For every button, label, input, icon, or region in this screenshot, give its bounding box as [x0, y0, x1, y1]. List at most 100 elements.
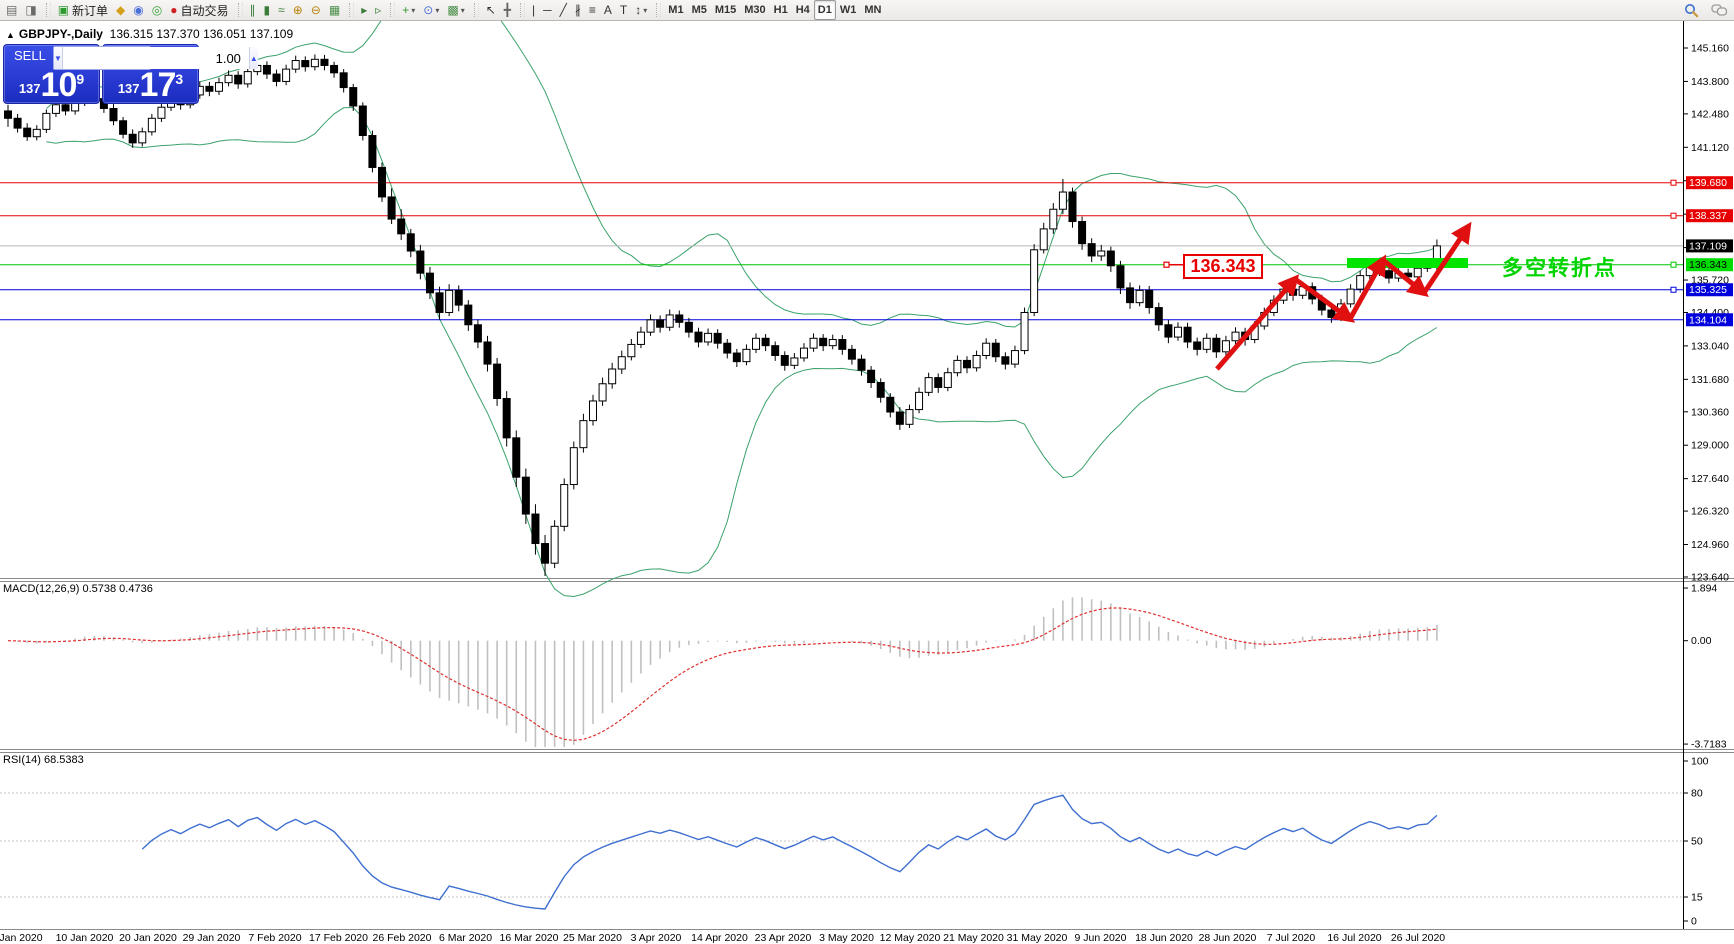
- level-lines: [0, 179, 1683, 321]
- timeframe-d1-label: D1: [817, 4, 832, 16]
- autotrading-button-label: 自动交易: [180, 3, 229, 18]
- trendline-icon[interactable]: ╱: [556, 0, 571, 20]
- periods-button[interactable]: ⊙ ▾: [419, 0, 443, 20]
- terminal-icon[interactable]: ◉: [129, 0, 147, 20]
- chat-icon[interactable]: [1710, 1, 1728, 19]
- tile-windows-icon[interactable]: ▦: [325, 0, 344, 20]
- timeframe-d1[interactable]: D1: [813, 0, 836, 20]
- line-chart-icon-glyph: ≈: [278, 3, 285, 17]
- chart-shift-icon[interactable]: ▹: [371, 0, 385, 20]
- terminal-icon-glyph: ◉: [133, 3, 144, 17]
- symbol-period-label: GBPJPY-,Daily: [18, 27, 103, 41]
- trendline-icon-glyph: ╱: [559, 3, 567, 17]
- svg-text:123.640: 123.640: [1691, 571, 1729, 583]
- svg-text:126.320: 126.320: [1691, 506, 1729, 518]
- timeframe-mn[interactable]: MN: [860, 0, 885, 20]
- cursor-icon[interactable]: ↖: [482, 0, 500, 20]
- market-watch-icon-glyph: ◆: [116, 3, 126, 17]
- annotation-text[interactable]: 多空转折点: [1502, 257, 1617, 280]
- toolbar-group: M1 M5 M15 M30 H1 H4 D1 W1 MN: [653, 0, 887, 20]
- zoom-in-button[interactable]: ⊕: [289, 0, 307, 20]
- svg-text:29 Jan 2020: 29 Jan 2020: [183, 932, 241, 944]
- collapse-panel-icon[interactable]: ▲: [6, 30, 15, 40]
- arrows-icon[interactable]: ↕ ▾: [631, 0, 651, 20]
- bar-chart-icon[interactable]: ∥: [246, 0, 260, 20]
- candlestick-chart-icon[interactable]: ▮: [260, 0, 275, 20]
- bollinger-bands: [46, 21, 1438, 598]
- volume-input[interactable]: [62, 47, 249, 69]
- bar-chart-icon-glyph: ∥: [249, 3, 256, 17]
- chevron-down-icon: ▾: [411, 5, 416, 15]
- equidistant-channel-icon-glyph: ∦: [574, 3, 581, 17]
- svg-text:6 Mar 2020: 6 Mar 2020: [439, 932, 492, 944]
- timeframe-w1-label: W1: [839, 4, 857, 16]
- price-callout[interactable]: 136.343: [1183, 254, 1263, 279]
- crosshair-icon-glyph: ╋: [503, 3, 512, 17]
- trend-arrow[interactable]: [1347, 254, 1387, 321]
- equidistant-channel-icon[interactable]: ∦: [571, 0, 585, 20]
- indicators-button[interactable]: + ▾: [398, 0, 419, 20]
- toolbar-group: ▤ ◨: [0, 0, 43, 20]
- new-order-button[interactable]: ▣ 新订单: [54, 0, 112, 20]
- highlight-bar[interactable]: [1347, 258, 1468, 268]
- svg-text:16 Jul 2020: 16 Jul 2020: [1327, 932, 1381, 944]
- timeframe-m15[interactable]: M15: [711, 0, 740, 20]
- timeframe-m30[interactable]: M30: [740, 0, 769, 20]
- search-icon[interactable]: [1682, 1, 1700, 19]
- new-chart-icon[interactable]: ▤: [2, 0, 21, 20]
- timeframe-h1-label: H1: [773, 4, 788, 16]
- timeframe-m5[interactable]: M5: [688, 0, 711, 20]
- line-chart-icon[interactable]: ≈: [274, 0, 289, 20]
- arrows-icon-glyph: ↕: [635, 3, 642, 17]
- auto-scroll-icon[interactable]: ▸: [357, 0, 371, 20]
- indicator-axes: 1.894 0.00 -3.7183 100 80 50 15 0: [1684, 583, 1727, 928]
- text-icon[interactable]: A: [600, 0, 616, 20]
- trend-arrow[interactable]: [1215, 274, 1300, 371]
- trend-arrow[interactable]: [1293, 276, 1356, 323]
- timeframe-h1[interactable]: H1: [770, 0, 792, 20]
- volume-increase-button[interactable]: ▲: [248, 47, 258, 69]
- svg-text:136.343: 136.343: [1689, 259, 1727, 271]
- profiles-icon[interactable]: ◨: [21, 0, 40, 20]
- trend-arrow[interactable]: [1381, 258, 1429, 297]
- rsi-panel: [0, 792, 1683, 910]
- svg-text:31 May 2020: 31 May 2020: [1007, 932, 1068, 944]
- annotations: [1163, 221, 1472, 371]
- svg-text:14 Apr 2020: 14 Apr 2020: [691, 932, 748, 944]
- candles-layer: [4, 54, 1441, 576]
- autotrading-button[interactable]: ● 自动交易: [166, 0, 232, 20]
- chevron-down-icon: ▾: [643, 5, 648, 15]
- toolbar-group: ∥ ▮ ≈ ⊕ ⊖ ▦: [235, 0, 347, 20]
- fibonacci-icon[interactable]: ≡: [585, 0, 600, 20]
- one-click-trading-panel: SELL 137109 BUY 137173 ▼ ▲: [3, 44, 258, 104]
- candlestick-chart-icon-glyph: ▮: [263, 3, 271, 17]
- timeframe-w1[interactable]: W1: [836, 0, 861, 20]
- svg-text:131.680: 131.680: [1691, 374, 1729, 386]
- timeframe-h4[interactable]: H4: [792, 0, 814, 20]
- timeframe-m1[interactable]: M1: [664, 0, 687, 20]
- templates-button[interactable]: ▩ ▾: [443, 0, 468, 20]
- svg-text:28 Jun 2020: 28 Jun 2020: [1199, 932, 1257, 944]
- svg-text:16 Mar 2020: 16 Mar 2020: [500, 932, 559, 944]
- vertical-line-icon[interactable]: |: [528, 0, 539, 20]
- trend-arrow[interactable]: [1421, 221, 1472, 295]
- date-axis: Jan 2020 10 Jan 2020 20 Jan 2020 29 Jan 202…: [0, 932, 1445, 944]
- chart-canvas[interactable]: 145.160143.800142.480141.120139.760138.4…: [0, 21, 1734, 944]
- svg-text:10 Jan 2020: 10 Jan 2020: [56, 932, 114, 944]
- market-watch-icon[interactable]: ◆: [112, 0, 129, 20]
- svg-text:0: 0: [1691, 916, 1697, 928]
- price-tags: 139.680 138.337 137.109 136.343 135.325 134.1…: [1686, 176, 1733, 327]
- volume-decrease-button[interactable]: ▼: [54, 47, 63, 69]
- text-label-icon-glyph: T: [619, 3, 628, 17]
- text-label-icon[interactable]: T: [616, 0, 631, 20]
- crosshair-icon[interactable]: ╋: [500, 0, 515, 20]
- profiles-icon-glyph: ◨: [25, 3, 37, 17]
- cursor-icon-glyph: ↖: [485, 3, 496, 17]
- zoom-out-button[interactable]: ⊖: [307, 0, 325, 20]
- timeframe-h4-label: H4: [795, 4, 810, 16]
- signals-icon[interactable]: ◎: [148, 0, 166, 20]
- toolbar-group: ↖ ╋: [471, 0, 517, 20]
- svg-text:-3.7183: -3.7183: [1691, 739, 1727, 751]
- horizontal-line-icon[interactable]: ─: [539, 0, 556, 20]
